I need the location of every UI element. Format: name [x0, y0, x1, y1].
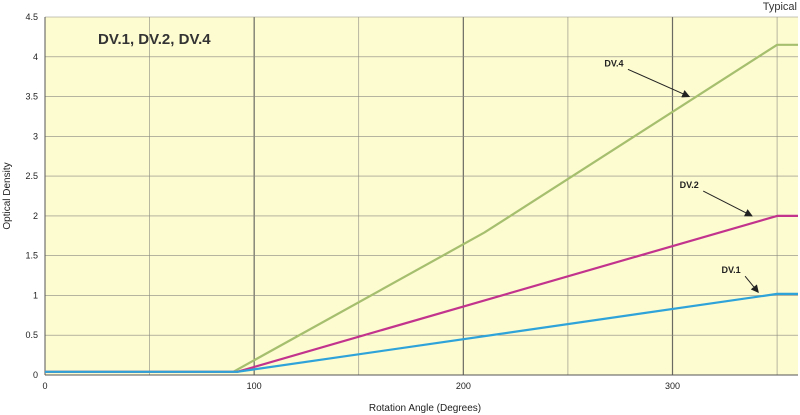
y-tick-label: 0	[33, 370, 38, 380]
series-label-dv1: DV.1	[721, 265, 740, 275]
grid	[44, 16, 798, 376]
series-annotations: DV.4 DV.2 DV.1	[604, 58, 759, 294]
y-axis-title: Optical Density	[2, 162, 13, 229]
typical-note: Typical	[763, 1, 797, 13]
y-tick-label: 3.5	[25, 92, 38, 102]
series-arrow-dv2	[703, 190, 753, 217]
x-tick-label: 200	[456, 381, 471, 391]
plot-area	[45, 17, 798, 375]
x-tick-label: 100	[247, 381, 262, 391]
x-tick-label: 0	[42, 381, 47, 391]
x-tick-label: 300	[665, 381, 680, 391]
chart-title: DV.1, DV.2, DV.4	[98, 31, 211, 48]
y-tick-label: 4	[33, 52, 38, 62]
series-lines	[45, 43, 798, 373]
y-tick-label: 3	[33, 131, 38, 141]
series-arrow-dv4	[627, 68, 691, 98]
y-tick-label: 2	[33, 211, 38, 221]
y-tick-label: 0.5	[25, 330, 38, 340]
tick-labels: 0 0.5 1 1.5 2 2.5 3 3.5 4 4.5 0 100 200 300	[25, 12, 680, 391]
series-label-dv2: DV.2	[680, 180, 699, 190]
y-tick-label: 1.5	[25, 251, 38, 261]
series-line-dv1	[45, 292, 798, 373]
x-axis-title: Rotation Angle (Degrees)	[369, 403, 481, 414]
y-tick-label: 4.5	[25, 12, 38, 22]
y-tick-label: 2.5	[25, 171, 38, 181]
series-arrow-dv1	[744, 275, 759, 294]
series-label-dv4: DV.4	[604, 58, 623, 68]
y-tick-label: 1	[33, 290, 38, 300]
